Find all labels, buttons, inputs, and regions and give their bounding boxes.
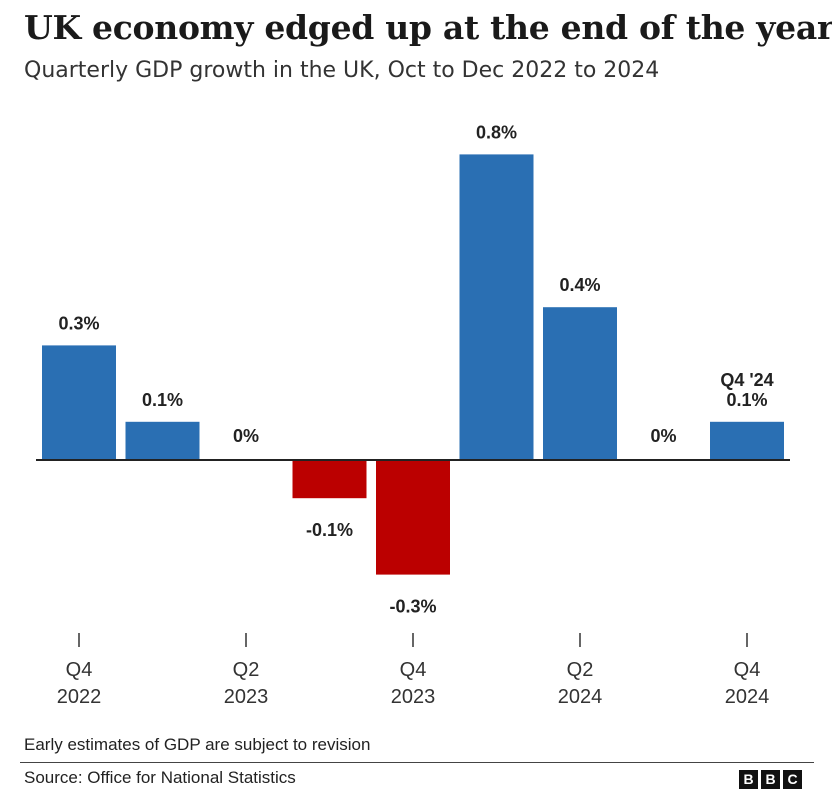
footnote: Early estimates of GDP are subject to re…	[24, 735, 371, 754]
x-tick-label: 2023	[224, 686, 269, 708]
data-label: -0.1%	[306, 520, 353, 540]
bar	[42, 345, 116, 460]
data-label: 0.3%	[58, 313, 99, 333]
data-label: 0.8%	[476, 122, 517, 142]
data-label: 0%	[650, 426, 676, 446]
x-tick-label: Q4	[400, 659, 427, 681]
x-tick-label: 2023	[391, 686, 436, 708]
x-tick-label: Q2	[567, 659, 594, 681]
bar	[710, 421, 784, 460]
x-tick-label: 2024	[558, 686, 603, 708]
data-label: 0.1%	[142, 390, 183, 410]
bar	[376, 460, 450, 575]
data-label: -0.3%	[389, 597, 436, 617]
data-label: 0.4%	[559, 275, 600, 295]
data-label: 0%	[233, 426, 259, 446]
x-tick-label: Q4	[66, 659, 93, 681]
bar	[292, 460, 367, 499]
gdp-bar-chart: 0.3%0.1%0%-0.1%-0.3%0.8%0.4%0%0.1%Q4 '24…	[36, 122, 790, 708]
bbc-logo-letter: B	[761, 770, 780, 789]
chart-subtitle: Quarterly GDP growth in the UK, Oct to D…	[24, 58, 660, 83]
data-label: 0.1%	[726, 390, 767, 410]
bar	[543, 307, 617, 460]
x-tick-label: 2022	[57, 686, 102, 708]
chart-title: UK economy edged up at the end of the ye…	[24, 8, 832, 47]
x-tick-label: 2024	[725, 686, 770, 708]
bar	[125, 421, 200, 460]
bbc-logo-letter: B	[739, 770, 758, 789]
bar	[459, 154, 534, 460]
bbc-logo-letter: C	[783, 770, 802, 789]
bbc-logo: B B C	[739, 770, 802, 789]
source-note: Source: Office for National Statistics	[24, 768, 296, 787]
footer-divider	[20, 762, 814, 763]
x-tick-label: Q2	[233, 659, 260, 681]
x-tick-label: Q4	[734, 659, 761, 681]
bar-annotation: Q4 '24	[720, 370, 773, 390]
